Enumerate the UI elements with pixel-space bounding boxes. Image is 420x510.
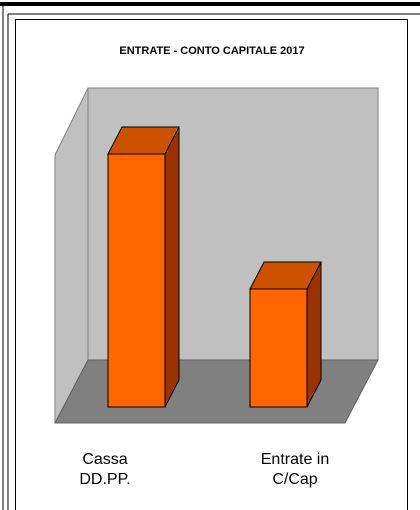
bar bbox=[249, 288, 308, 408]
bar bbox=[107, 153, 166, 408]
x-tick-label: Cassa DD.PP. bbox=[79, 451, 131, 488]
floor bbox=[54, 359, 379, 424]
x-tick-label: Entrate in C/Cap bbox=[260, 451, 330, 488]
top-border bbox=[0, 2, 420, 6]
bar-side bbox=[164, 126, 180, 408]
chart-title: ENTRATE - CONTO CAPITALE 2017 bbox=[119, 45, 304, 57]
